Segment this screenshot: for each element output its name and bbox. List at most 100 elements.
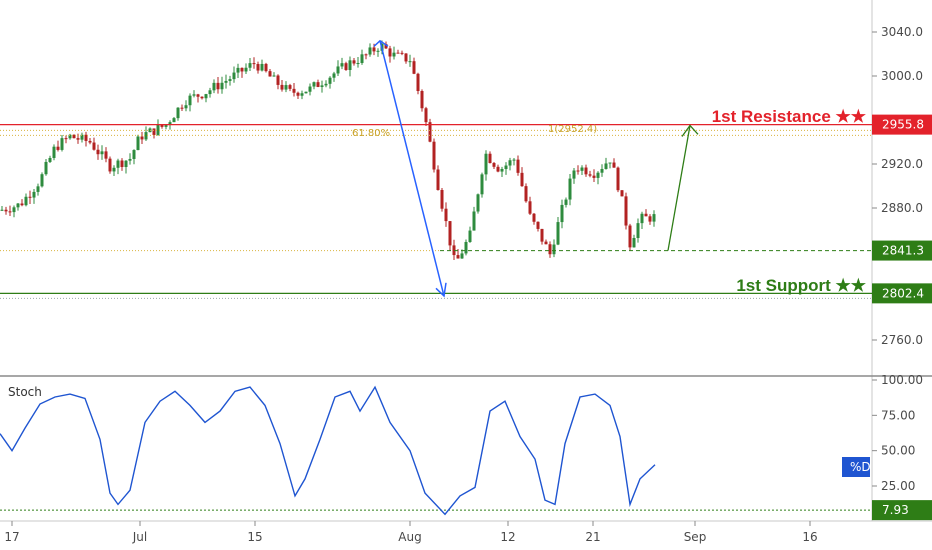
stoch-level-badge-label: 7.93 bbox=[882, 503, 909, 517]
horizontal-levels bbox=[0, 123, 872, 299]
candle-body bbox=[404, 53, 408, 62]
candle-body bbox=[640, 213, 644, 224]
candle-body bbox=[136, 136, 140, 151]
candle-body bbox=[188, 95, 192, 106]
candle-body bbox=[492, 163, 496, 167]
candle-body bbox=[632, 238, 636, 248]
up-arrow-head bbox=[681, 124, 699, 137]
candle-body bbox=[232, 72, 236, 80]
candle-body bbox=[280, 84, 284, 90]
candle-body bbox=[144, 132, 148, 140]
price-tick-label: 2920.0 bbox=[881, 157, 923, 171]
candle-body bbox=[160, 124, 164, 127]
candle-body bbox=[584, 167, 588, 175]
candle-body bbox=[4, 209, 8, 212]
candle-body bbox=[84, 134, 88, 141]
candle-body bbox=[276, 75, 280, 85]
price-axis[interactable]: 3040.0 3000.0 2920.0 2880.0 2760.0 2955.8 2841… bbox=[872, 25, 932, 347]
projection-arrows bbox=[373, 39, 699, 298]
candle-body bbox=[552, 244, 556, 255]
time-tick-label: 12 bbox=[500, 530, 515, 544]
candle-body bbox=[20, 203, 24, 206]
candle-body bbox=[260, 63, 264, 71]
candle-body bbox=[556, 222, 560, 245]
price-level-badge-label: 2955.8 bbox=[882, 118, 924, 132]
price-level-badge bbox=[872, 240, 932, 261]
candle-body bbox=[488, 153, 492, 164]
candle-body bbox=[308, 86, 312, 92]
candle-body bbox=[16, 203, 20, 208]
time-tick-label: 21 bbox=[585, 530, 600, 544]
down-arrow-line bbox=[379, 40, 445, 297]
resistance-annotation: 1st Resistance ★★ bbox=[712, 107, 867, 126]
candle-body bbox=[268, 71, 272, 77]
candle-body bbox=[376, 50, 380, 52]
candle-body bbox=[544, 241, 548, 245]
stoch-tick-label: 75.00 bbox=[881, 408, 915, 422]
candle-body bbox=[292, 88, 296, 93]
candle-body bbox=[464, 241, 468, 254]
candle-body bbox=[472, 211, 476, 231]
candle-body bbox=[516, 159, 520, 173]
candle-body bbox=[92, 142, 96, 150]
candle-body bbox=[572, 170, 576, 179]
candle-body bbox=[68, 134, 72, 139]
candle-body bbox=[348, 60, 352, 70]
stoch-tick-label: 100.00 bbox=[881, 373, 923, 387]
candle-body bbox=[448, 221, 452, 246]
candle-body bbox=[284, 85, 288, 90]
time-tick-label: 17 bbox=[4, 530, 19, 544]
stoch-level-badge bbox=[872, 500, 932, 521]
candle-body bbox=[548, 244, 552, 255]
candle-body bbox=[236, 67, 240, 73]
candle-body bbox=[228, 79, 232, 81]
candle-body bbox=[444, 208, 448, 222]
candle-body bbox=[540, 228, 544, 242]
candle-body bbox=[536, 221, 540, 229]
candle-body bbox=[420, 91, 424, 109]
candle-body bbox=[580, 167, 584, 171]
candle-body bbox=[204, 94, 208, 99]
candle-body bbox=[244, 67, 248, 72]
price-level-badge-label: 2802.4 bbox=[882, 286, 924, 300]
time-axis[interactable]: 17 Jul 15 Aug 12 21 Sep 16 bbox=[4, 521, 818, 544]
candle-body bbox=[252, 63, 256, 65]
candle-body bbox=[392, 52, 396, 57]
candle-body bbox=[168, 122, 172, 125]
candle-body bbox=[156, 124, 160, 135]
candle-body bbox=[152, 128, 156, 135]
up-arrow-line bbox=[667, 125, 691, 251]
candle-body bbox=[28, 196, 32, 198]
candle-body bbox=[220, 82, 224, 90]
candle-body bbox=[484, 153, 488, 175]
candle-body bbox=[200, 96, 204, 99]
candle-body bbox=[108, 158, 112, 172]
candle-body bbox=[296, 92, 300, 96]
candle-body bbox=[588, 174, 592, 176]
candle-body bbox=[652, 214, 656, 222]
time-tick-label: 16 bbox=[802, 530, 817, 544]
candle-body bbox=[576, 170, 580, 172]
candle-body bbox=[180, 107, 184, 109]
candle-body bbox=[428, 122, 432, 142]
candle-body bbox=[64, 138, 68, 140]
candle-body bbox=[56, 146, 60, 150]
candle-body bbox=[604, 163, 608, 169]
candle-body bbox=[456, 255, 460, 259]
candle-body bbox=[52, 146, 56, 158]
fib-percent-label: 61.80% bbox=[352, 128, 390, 139]
time-tick-label: 15 bbox=[247, 530, 262, 544]
down-arrow-tail bbox=[373, 39, 389, 47]
candle-body bbox=[132, 150, 136, 159]
candle-body bbox=[8, 211, 12, 213]
candle-body bbox=[124, 160, 128, 168]
candle-body bbox=[344, 63, 348, 70]
candle-body bbox=[608, 162, 612, 164]
price-level-badge-label: 2841.3 bbox=[882, 244, 924, 258]
candle-body bbox=[528, 201, 532, 214]
candle-body bbox=[496, 166, 500, 172]
candle-body bbox=[112, 167, 116, 172]
candle-body bbox=[116, 160, 120, 168]
candle-body bbox=[508, 160, 512, 166]
